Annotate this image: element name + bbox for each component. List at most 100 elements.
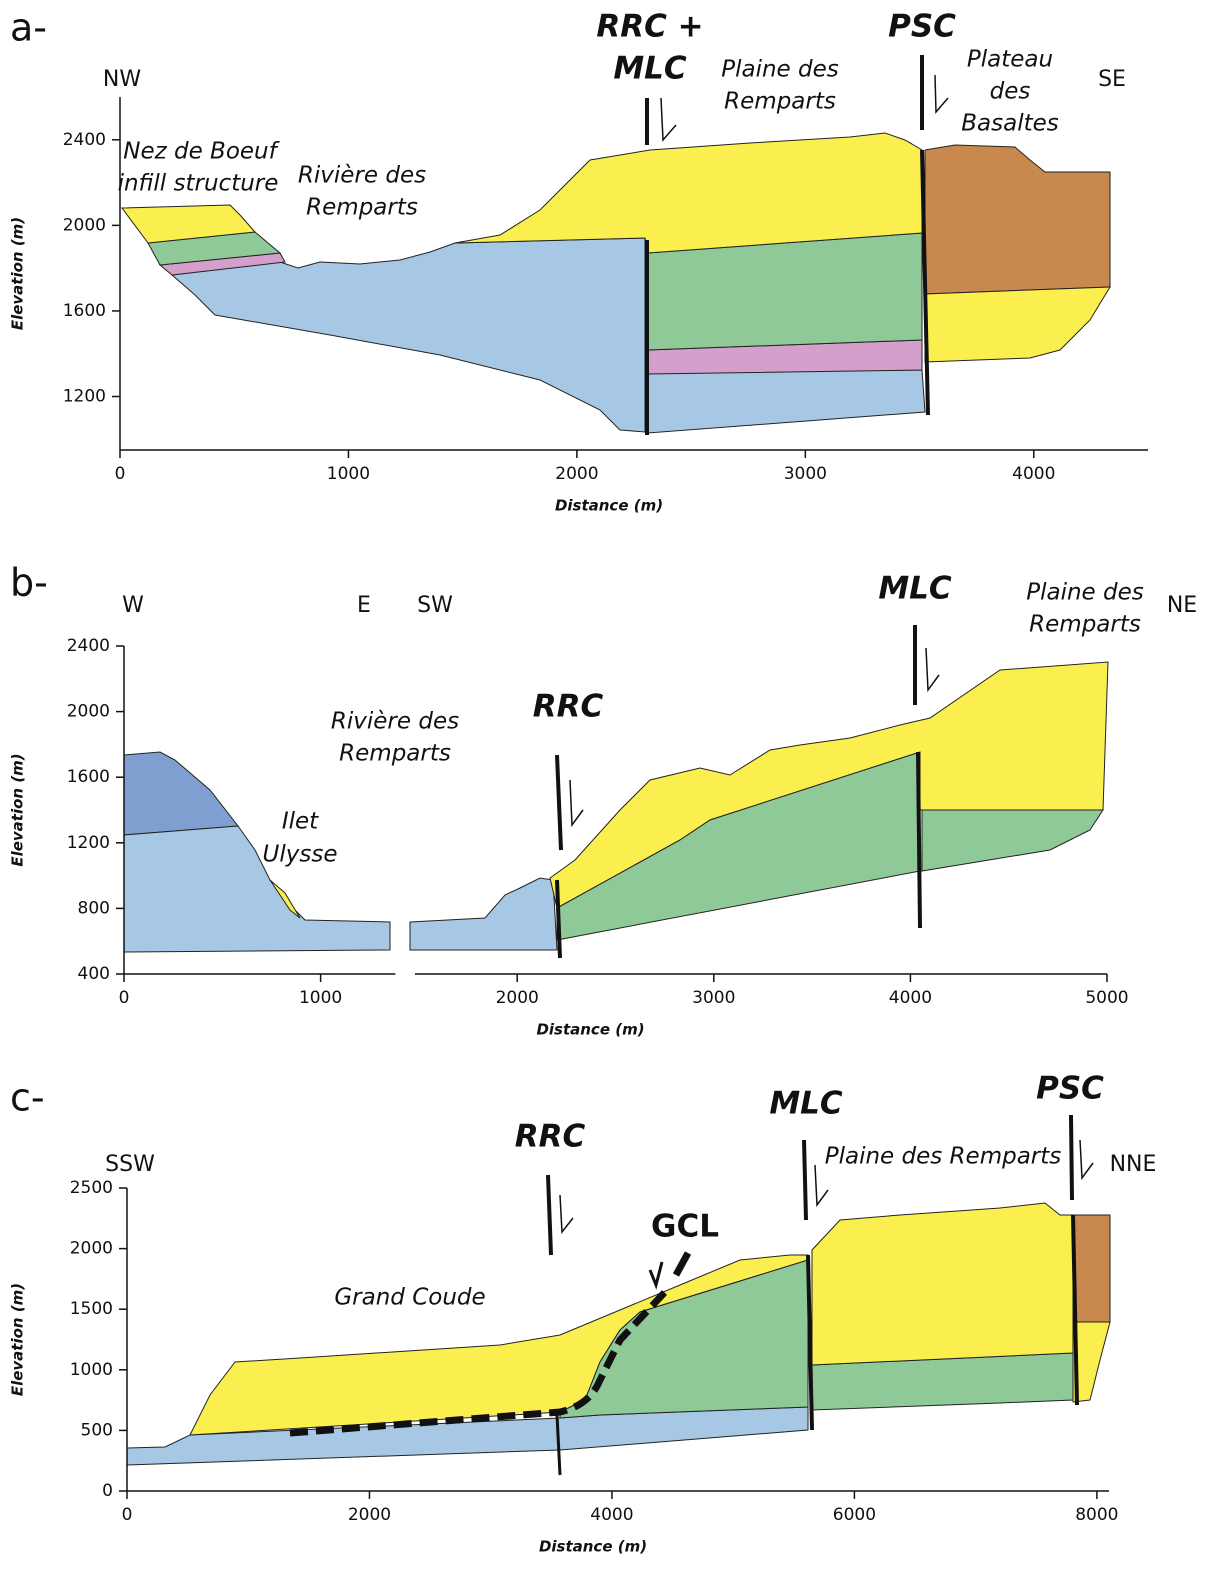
y-tick-label: 1600	[67, 767, 110, 787]
place: Remparts	[339, 741, 451, 767]
fault	[555, 1414, 562, 1476]
place: Plaine des	[721, 57, 839, 83]
x-tick-label: 3000	[784, 464, 827, 484]
fault-arrow	[814, 1164, 829, 1208]
direction: NNE	[1110, 1152, 1157, 1177]
fault-label: PSC	[888, 9, 956, 45]
fault-arrow	[1079, 1139, 1094, 1181]
y-tick-label: 500	[81, 1420, 113, 1440]
layer	[123, 825, 391, 953]
x-tick-label: 2000	[555, 464, 598, 484]
layer	[123, 751, 239, 836]
y-tick-label: 2400	[67, 636, 110, 656]
place: Ilet	[282, 809, 319, 835]
x-tick-label: 4000	[590, 1505, 633, 1525]
layer	[409, 877, 558, 951]
direction: E	[357, 593, 371, 618]
x-axis-label: Distance (m)	[539, 1538, 647, 1556]
fault-label: MLC	[613, 51, 687, 87]
y-tick-label: 2500	[70, 1178, 113, 1198]
x-tick-label: 8000	[1075, 1505, 1118, 1525]
layer	[924, 286, 1111, 363]
y-tick-label: 400	[78, 964, 110, 984]
place: Remparts	[306, 195, 418, 221]
place: des	[990, 79, 1031, 105]
place: Plaine des	[1026, 580, 1144, 606]
y-axis-label: Elevation (m)	[9, 753, 27, 866]
layer	[454, 132, 923, 254]
fault-arrow	[934, 74, 949, 114]
detachment	[672, 1251, 692, 1277]
layer	[121, 204, 257, 244]
y-tick-label: 2000	[70, 1239, 113, 1259]
place: Grand Coude	[334, 1285, 485, 1311]
place: Remparts	[1029, 612, 1141, 638]
x-axis-label: Distance (m)	[536, 1021, 644, 1039]
fault	[555, 879, 562, 959]
direction: W	[122, 593, 144, 618]
fault	[806, 1254, 814, 1431]
place: Plateau	[967, 47, 1053, 73]
fault-label: RRC	[515, 1119, 586, 1155]
x-tick-label: 4000	[889, 988, 932, 1008]
fault-label: RRC	[533, 689, 604, 725]
fault-label: MLC	[769, 1086, 843, 1122]
layer	[924, 144, 1111, 295]
fault	[1071, 1214, 1079, 1406]
x-tick-label: 5000	[1085, 988, 1128, 1008]
place: Nez de Boeuf	[123, 139, 279, 165]
direction: NE	[1167, 593, 1197, 618]
x-tick-label: 3000	[692, 988, 735, 1008]
fault	[920, 149, 930, 416]
fault-arrow	[559, 1194, 574, 1235]
detachment	[289, 1289, 668, 1437]
panel-c-layers	[126, 1114, 1111, 1476]
y-tick-label: 1200	[67, 833, 110, 853]
direction: SW	[417, 593, 453, 618]
layer	[1072, 1321, 1111, 1403]
fault-label: GCL	[651, 1209, 719, 1245]
direction: SSW	[105, 1152, 155, 1177]
fault-label: RRC +	[596, 9, 703, 45]
y-tick-label: 2000	[67, 702, 110, 722]
direction: SE	[1098, 67, 1126, 92]
fault-label: MLC	[878, 571, 952, 607]
place: Rivière des	[298, 163, 426, 189]
x-tick-label: 2000	[348, 1505, 391, 1525]
fault-symbol	[802, 1139, 808, 1221]
place: Basaltes	[961, 111, 1059, 137]
y-axis-label: Elevation (m)	[9, 1283, 27, 1396]
x-tick-label: 0	[119, 988, 130, 1008]
fault-arrow	[569, 779, 584, 828]
place: Remparts	[724, 89, 836, 115]
x-tick-label: 4000	[1012, 464, 1055, 484]
layer	[647, 232, 923, 351]
place: Ulysse	[263, 842, 338, 868]
direction: NW	[103, 67, 141, 92]
x-tick-label: 0	[115, 464, 126, 484]
y-axis-label: Elevation (m)	[9, 217, 27, 330]
y-tick-label: 1000	[70, 1360, 113, 1380]
place: infill structure	[118, 171, 279, 197]
fault-arrow	[660, 97, 677, 142]
y-tick-label: 2000	[63, 215, 106, 235]
x-tick-label: 6000	[833, 1505, 876, 1525]
fault-symbol	[1069, 1114, 1074, 1201]
place: Plaine des Remparts	[825, 1144, 1062, 1170]
fault-symbol	[555, 754, 563, 851]
place: Rivière des	[331, 709, 459, 735]
y-tick-label: 1500	[70, 1299, 113, 1319]
y-tick-label: 1200	[63, 387, 106, 407]
layer	[647, 369, 926, 434]
y-tick-label: 800	[78, 898, 110, 918]
panel-label: b-	[10, 561, 48, 605]
fault	[916, 751, 922, 929]
x-tick-label: 2000	[496, 988, 539, 1008]
panel-label: c-	[10, 1076, 45, 1120]
fault-arrow	[648, 1261, 664, 1290]
panel-b-layers	[123, 625, 1109, 959]
x-axis-label: Distance (m)	[555, 497, 663, 515]
y-tick-label: 0	[102, 1481, 113, 1501]
fault-symbol	[546, 1174, 553, 1256]
